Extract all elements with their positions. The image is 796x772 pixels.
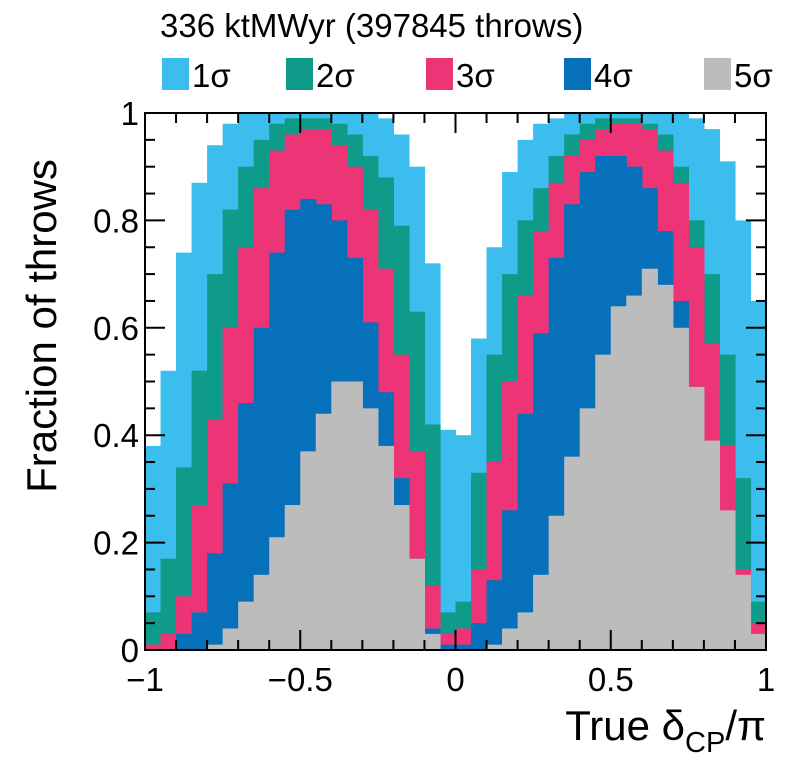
legend-swatch-5sigma bbox=[704, 58, 731, 90]
chart-title: 336 ktMWyr (397845 throws) bbox=[160, 7, 583, 44]
bar-5sigma-bin-27 bbox=[564, 456, 581, 650]
bar-4sigma-bin-25 bbox=[533, 333, 550, 650]
bar-5sigma-bin-32 bbox=[641, 268, 658, 650]
x-axis-label-subscript: CP bbox=[685, 727, 725, 759]
bar-5sigma-bin-10 bbox=[300, 451, 317, 650]
bar-4sigma-bin-2 bbox=[176, 633, 193, 650]
bar-5sigma-bin-23 bbox=[502, 628, 519, 650]
y-tick-label-3: 0.6 bbox=[93, 310, 139, 347]
bar-5sigma-bin-25 bbox=[533, 574, 550, 650]
bar-1sigma-bin-0 bbox=[145, 445, 162, 650]
legend-item-3sigma: 3σ bbox=[426, 57, 495, 94]
legend-label-2sigma: 2σ bbox=[316, 57, 355, 94]
legend-swatch-1sigma bbox=[162, 58, 189, 90]
bar-5sigma-bin-31 bbox=[626, 295, 643, 650]
x-axis-label-prefix: True δ bbox=[565, 702, 685, 749]
bar-3sigma-bin-0 bbox=[145, 644, 162, 650]
legend-item-1sigma: 1σ bbox=[162, 57, 231, 94]
y-tick-label-5: 1 bbox=[121, 95, 139, 132]
bar-5sigma-bin-13 bbox=[346, 381, 363, 650]
bar-5sigma-bin-8 bbox=[269, 537, 286, 650]
bar-4sigma-bin-19 bbox=[439, 644, 457, 650]
bar-5sigma-bin-6 bbox=[238, 601, 255, 650]
bar-2sigma-bin-1 bbox=[160, 558, 177, 650]
legend-item-4sigma: 4σ bbox=[564, 57, 633, 94]
y-tick-label-0: 0 bbox=[121, 632, 139, 669]
bar-1sigma-bin-20 bbox=[455, 435, 472, 650]
bar-5sigma-bin-37 bbox=[719, 510, 736, 650]
legend: 1σ 2σ 3σ 4σ 5σ bbox=[162, 57, 773, 94]
bar-4sigma-bin-21 bbox=[471, 623, 488, 650]
series-5-sigma bbox=[207, 268, 767, 650]
x-tick-label-3: 0.5 bbox=[588, 661, 634, 698]
bar-4sigma-bin-6 bbox=[238, 402, 255, 650]
bar-5sigma-bin-9 bbox=[284, 505, 301, 650]
bar-3sigma-bin-1 bbox=[160, 633, 177, 650]
histogram-bars bbox=[145, 113, 767, 651]
legend-swatch-3sigma bbox=[426, 58, 453, 90]
bar-5sigma-bin-39 bbox=[750, 633, 767, 650]
legend-item-5sigma: 5σ bbox=[704, 57, 773, 94]
bar-5sigma-bin-22 bbox=[486, 644, 503, 650]
bar-4sigma-bin-24 bbox=[517, 413, 534, 650]
bar-1sigma-bin-19 bbox=[439, 429, 457, 650]
bar-4sigma-bin-5 bbox=[222, 483, 239, 650]
legend-swatch-2sigma bbox=[286, 58, 313, 90]
bar-5sigma-bin-5 bbox=[222, 628, 239, 650]
legend-label-5sigma: 5σ bbox=[734, 57, 773, 94]
bar-4sigma-bin-22 bbox=[486, 580, 503, 650]
legend-label-3sigma: 3σ bbox=[456, 57, 495, 94]
bar-5sigma-bin-16 bbox=[393, 505, 410, 650]
bar-5sigma-bin-11 bbox=[315, 413, 332, 650]
bar-4sigma-bin-3 bbox=[191, 612, 208, 650]
legend-swatch-4sigma bbox=[564, 58, 591, 90]
x-axis-label-suffix: /π bbox=[725, 702, 766, 749]
x-tick-label-1: −0.5 bbox=[268, 661, 333, 698]
bar-5sigma-bin-14 bbox=[362, 408, 379, 650]
tick-labels: −1 −0.5 0 0.5 1 0 0.2 0.4 0.6 0.8 1 bbox=[93, 95, 775, 698]
bar-5sigma-bin-28 bbox=[579, 408, 596, 650]
bar-5sigma-bin-24 bbox=[517, 612, 534, 650]
y-tick-label-2: 0.4 bbox=[93, 417, 139, 454]
bar-5sigma-bin-4 bbox=[207, 644, 224, 650]
bar-5sigma-bin-36 bbox=[703, 440, 721, 650]
bar-5sigma-bin-38 bbox=[734, 574, 752, 650]
x-tick-label-2: 0 bbox=[446, 661, 464, 698]
bar-5sigma-bin-17 bbox=[408, 558, 426, 650]
legend-label-4sigma: 4σ bbox=[594, 57, 633, 94]
bar-5sigma-bin-12 bbox=[331, 381, 348, 650]
bar-4sigma-bin-23 bbox=[502, 510, 519, 650]
bar-1sigma-bin-39 bbox=[750, 300, 767, 650]
bar-5sigma-bin-29 bbox=[595, 354, 612, 650]
bar-5sigma-bin-33 bbox=[657, 284, 674, 650]
x-tick-label-0: −1 bbox=[126, 661, 164, 698]
bar-4sigma-bin-7 bbox=[253, 327, 270, 650]
y-tick-label-1: 0.2 bbox=[93, 525, 139, 562]
y-tick-label-4: 0.8 bbox=[93, 202, 139, 239]
bar-4sigma-bin-4 bbox=[207, 553, 224, 650]
bar-5sigma-bin-26 bbox=[548, 515, 565, 650]
axis-ticks bbox=[144, 112, 767, 651]
x-tick-label-4: 1 bbox=[757, 661, 775, 698]
bar-5sigma-bin-15 bbox=[377, 445, 394, 650]
bar-5sigma-bin-18 bbox=[424, 633, 441, 650]
bar-2sigma-bin-0 bbox=[145, 612, 162, 650]
legend-label-1sigma: 1σ bbox=[192, 57, 231, 94]
x-axis-label: True δCP/π bbox=[565, 702, 766, 759]
bar-5sigma-bin-34 bbox=[672, 327, 689, 650]
bar-4sigma-bin-20 bbox=[455, 644, 472, 650]
bar-5sigma-bin-30 bbox=[610, 306, 627, 650]
bar-5sigma-bin-7 bbox=[253, 574, 270, 650]
bar-5sigma-bin-35 bbox=[688, 386, 705, 650]
y-axis-label: Fraction of throws bbox=[18, 159, 65, 493]
legend-item-2sigma: 2σ bbox=[286, 57, 355, 94]
